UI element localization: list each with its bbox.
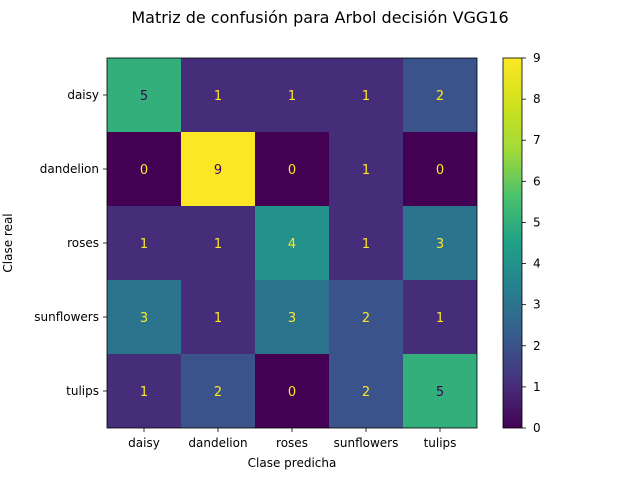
y-tick-label: dandelion xyxy=(40,162,99,176)
heatmap-cell xyxy=(403,58,477,132)
cell-value-label: 5 xyxy=(140,89,148,104)
y-tick-label: roses xyxy=(67,236,99,250)
x-axis-ticks: daisy dandelion roses sunflowers tulips xyxy=(128,428,456,450)
heatmap-cell xyxy=(329,58,403,132)
colorbar-tick-label: 6 xyxy=(533,174,541,188)
heatmap-cell xyxy=(329,280,403,354)
cell-value-label: 5 xyxy=(436,385,444,400)
colorbar-ticks: 0 1 2 3 4 5 6 7 8 9 xyxy=(522,51,541,435)
colorbar-tick-label: 9 xyxy=(533,51,541,65)
heatmap-cell xyxy=(107,280,181,354)
y-axis-label: Clase real xyxy=(1,213,15,272)
cell-value-label: 2 xyxy=(436,89,444,104)
colorbar-tick-label: 1 xyxy=(533,380,541,394)
colorbar-tick-label: 5 xyxy=(533,215,541,229)
heatmap-cell xyxy=(329,354,403,428)
cell-value-label: 1 xyxy=(362,163,370,178)
heatmap-cell xyxy=(107,58,181,132)
cell-value-label: 1 xyxy=(436,311,444,326)
x-tick-label: sunflowers xyxy=(334,436,399,450)
cell-value-label: 1 xyxy=(214,311,222,326)
heatmap-cell xyxy=(107,354,181,428)
cell-value-label: 3 xyxy=(140,311,148,326)
colorbar xyxy=(502,57,523,429)
cell-value-label: 2 xyxy=(362,311,370,326)
x-tick-label: tulips xyxy=(424,436,457,450)
heatmap-cell xyxy=(255,132,329,206)
heatmap-cell xyxy=(255,58,329,132)
cell-value-label: 1 xyxy=(288,89,296,104)
heatmap-cell xyxy=(403,132,477,206)
colorbar-tick-label: 7 xyxy=(533,133,541,147)
heatmap-cell xyxy=(181,58,255,132)
cell-value-label: 2 xyxy=(214,385,222,400)
cell-value-label: 0 xyxy=(288,163,296,178)
heatmap-cell xyxy=(329,206,403,280)
y-tick-label: sunflowers xyxy=(34,310,99,324)
cell-value-label: 0 xyxy=(140,163,148,178)
heatmap-cell xyxy=(403,354,477,428)
colorbar-tick-label: 3 xyxy=(533,298,541,312)
y-tick-label: daisy xyxy=(67,88,99,102)
cell-value-label: 1 xyxy=(214,89,222,104)
heatmap-cell xyxy=(255,354,329,428)
cell-value-label: 1 xyxy=(362,237,370,252)
cell-value-label: 1 xyxy=(362,89,370,104)
heatmap-cell xyxy=(403,280,477,354)
cell-value-label: 1 xyxy=(140,385,148,400)
colorbar-tick-label: 2 xyxy=(533,339,541,353)
heatmap-cell xyxy=(107,132,181,206)
y-axis-ticks: daisy dandelion roses sunflowers tulips xyxy=(34,88,107,398)
chart-title: Matriz de confusión para Arbol decisión … xyxy=(131,8,508,27)
x-tick-label: dandelion xyxy=(188,436,247,450)
cell-value-label: 0 xyxy=(288,385,296,400)
x-tick-label: roses xyxy=(276,436,308,450)
heatmap-cell xyxy=(181,132,255,206)
x-axis-label: Clase predicha xyxy=(248,456,337,470)
y-tick-label: tulips xyxy=(66,384,99,398)
colorbar-tick-label: 4 xyxy=(533,257,541,271)
x-tick-label: daisy xyxy=(128,436,160,450)
heatmap-cell xyxy=(255,280,329,354)
heatmap-cell xyxy=(403,206,477,280)
heatmap-cell xyxy=(255,206,329,280)
heatmap-cell xyxy=(329,132,403,206)
cell-value-label: 1 xyxy=(214,237,222,252)
cell-value-label: 9 xyxy=(214,163,222,178)
heatmap-cell xyxy=(181,354,255,428)
cell-value-label: 2 xyxy=(362,385,370,400)
heatmap-cell xyxy=(107,206,181,280)
colorbar-tick-label: 8 xyxy=(533,92,541,106)
colorbar-tick-label: 0 xyxy=(533,421,541,435)
cell-value-label: 3 xyxy=(288,311,296,326)
cell-value-label: 4 xyxy=(288,237,296,252)
heatmap-cells: 5 1 1 1 2 0 9 0 1 0 1 1 4 1 3 3 1 3 2 1 1 2 0 2 5 xyxy=(107,58,477,428)
heatmap-cell xyxy=(181,280,255,354)
cell-value-label: 1 xyxy=(140,237,148,252)
cell-value-label: 0 xyxy=(436,163,444,178)
cell-value-label: 3 xyxy=(436,237,444,252)
heatmap-cell xyxy=(181,206,255,280)
